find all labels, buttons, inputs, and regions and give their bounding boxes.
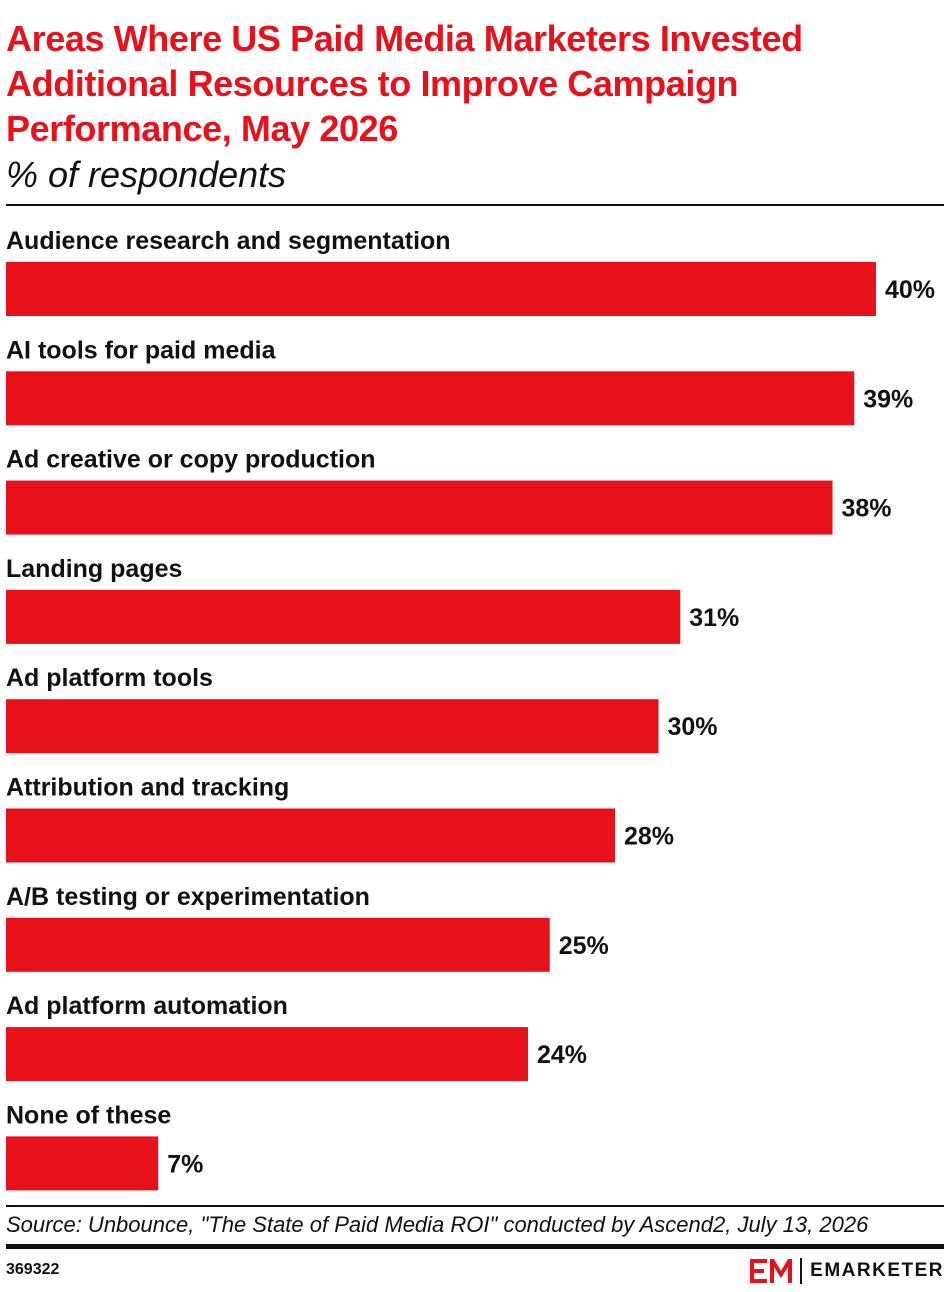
bar (6, 699, 659, 754)
value-label: 25% (559, 932, 609, 960)
value-label: 30% (668, 713, 718, 741)
category-label: Landing pages (6, 555, 182, 583)
brand-divider (800, 1258, 803, 1284)
footer-divider (6, 1244, 944, 1249)
brand-name: EMARKETER (810, 1260, 944, 1281)
source-note: Source: Unbounce, "The State of Paid Med… (6, 1212, 869, 1237)
bar (6, 1136, 159, 1191)
value-label: 38% (842, 495, 892, 523)
category-label: Attribution and tracking (6, 774, 289, 802)
bar-chart: Audience research and segmentation 40% AI … (6, 227, 935, 1191)
value-label: 40% (885, 276, 935, 304)
chart-subtitle: % of respondents (6, 154, 287, 195)
chart-id: 369322 (6, 1261, 60, 1278)
bar (6, 808, 615, 863)
value-label: 24% (537, 1041, 587, 1069)
value-label: 39% (863, 385, 913, 413)
bar (6, 589, 681, 644)
category-label: Ad creative or copy production (6, 446, 376, 474)
category-label: Ad platform tools (6, 664, 213, 692)
bar (6, 1027, 528, 1082)
category-label: None of these (6, 1101, 171, 1129)
value-label: 28% (624, 823, 674, 851)
value-label: 7% (167, 1150, 203, 1178)
category-label: Ad platform automation (6, 992, 288, 1020)
brand-mark: EMARKETER (750, 1256, 944, 1286)
bar (6, 371, 855, 426)
bar (6, 262, 876, 316)
bar (6, 917, 550, 972)
emarketer-logo-icon (750, 1259, 793, 1283)
value-label: 31% (689, 604, 739, 632)
category-label: AI tools for paid media (6, 336, 277, 364)
source-divider (6, 1205, 944, 1207)
category-label: A/B testing or experimentation (6, 883, 370, 911)
bar (6, 480, 833, 535)
category-label: Audience research and segmentation (6, 227, 451, 255)
chart-title: Areas Where US Paid Media Marketers Inve… (6, 18, 803, 149)
top-divider (6, 204, 944, 206)
